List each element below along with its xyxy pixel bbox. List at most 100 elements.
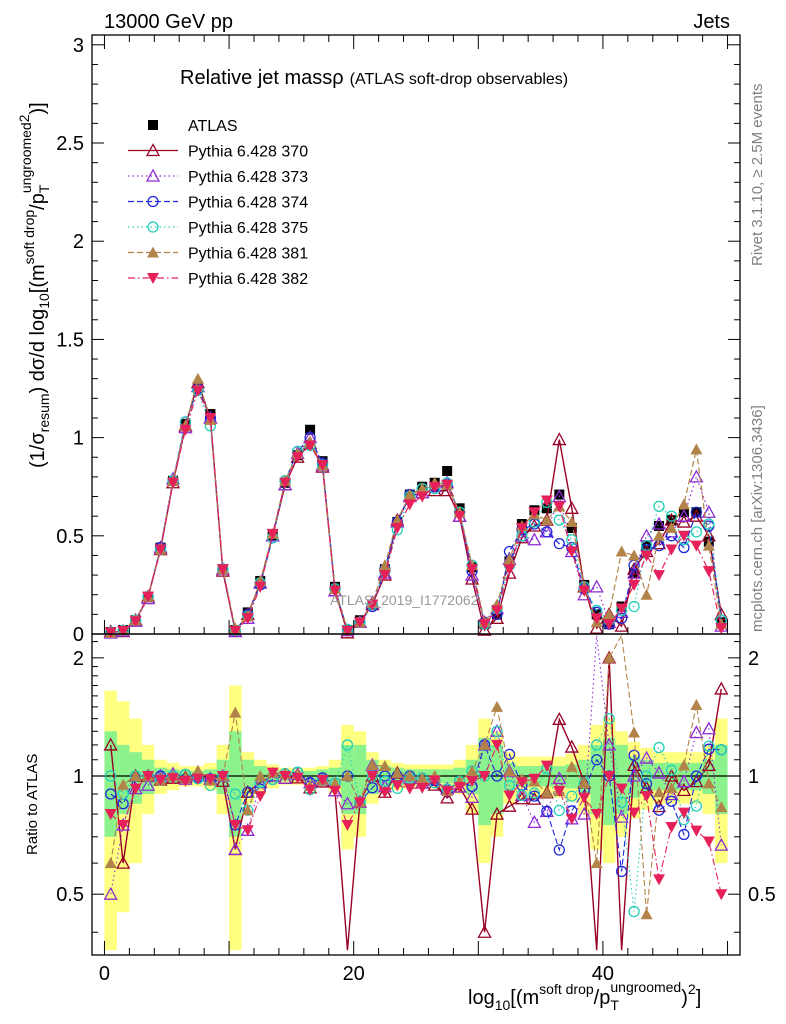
- ratio-tick-label-right: 2: [748, 648, 759, 670]
- ratio-point: [628, 726, 641, 738]
- x-axis-label: log10[(msoft drop/pTungroomed)2]: [468, 979, 701, 1013]
- ratio-point: [103, 737, 118, 751]
- data-point: [553, 514, 565, 526]
- ratio-point: [701, 721, 716, 735]
- ratio-point: [503, 765, 516, 777]
- ratio-point: [690, 770, 703, 782]
- ratio-point: [553, 804, 565, 817]
- data-point: [565, 516, 578, 528]
- data-point: [204, 412, 217, 424]
- main-panel: 0 0.5 1 1.5 2 2.5 3 ATLAS_2019_I1772062 Relati…: [56, 34, 741, 646]
- data-point: [154, 544, 167, 556]
- data-point: [416, 491, 429, 503]
- ratio-point: [129, 770, 142, 782]
- data-point: [464, 571, 480, 585]
- ratio-point: [191, 773, 204, 785]
- data-point: [442, 465, 453, 476]
- ratio-point: [689, 725, 704, 739]
- data-point: [628, 549, 641, 561]
- y-tick-label: 0: [73, 624, 84, 646]
- series-line: [110, 388, 722, 634]
- data-point: [515, 522, 528, 534]
- legend-marker: [147, 273, 159, 284]
- data-point: [702, 539, 715, 551]
- ratio-point: [453, 782, 466, 794]
- ratio-point: [341, 820, 354, 832]
- ratio-point: [366, 759, 379, 771]
- ratio-line: [110, 716, 722, 912]
- ratio-panel: 0.5 0.51 12 2 0 20 40 Ratio to ATLAS: [24, 35, 776, 985]
- data-point: [628, 600, 640, 613]
- data-point: [626, 565, 642, 579]
- y-tick-label: 2: [73, 231, 84, 253]
- ratio-point: [416, 782, 429, 794]
- ratio-point: [229, 788, 241, 800]
- ratio-point: [179, 775, 192, 787]
- data-point: [589, 620, 604, 634]
- ratio-point: [640, 770, 653, 782]
- ratio-point: [715, 744, 727, 756]
- data-point: [578, 585, 591, 597]
- ratio-point: [590, 809, 603, 821]
- ratio-point: [103, 886, 118, 900]
- ratio-point: [266, 767, 279, 779]
- ratio-line: [110, 635, 722, 895]
- x-tick-label: 20: [343, 963, 365, 985]
- ratio-point: [690, 825, 703, 837]
- ratio-point: [690, 699, 703, 711]
- legend-entry: Pythia 6.428 381: [128, 246, 308, 263]
- data-point: [503, 553, 516, 565]
- band-inner: [229, 731, 242, 837]
- ratio-point: [528, 790, 541, 802]
- data-point: [715, 623, 728, 635]
- ratio-point: [466, 776, 479, 788]
- data-point: [590, 613, 603, 625]
- legend-label: Pythia 6.428 373: [188, 169, 308, 186]
- ratio-point: [527, 791, 542, 805]
- ratio-point: [515, 777, 528, 789]
- ratio-point: [229, 820, 242, 832]
- ratio-point: [478, 771, 491, 783]
- data-point: [428, 481, 441, 493]
- data-point: [653, 529, 665, 541]
- ratio-y-ticks: 0.5 0.5 1 1 2 2: [56, 641, 776, 933]
- ratio-tick-label-right: 0.5: [748, 884, 776, 906]
- ratio-point: [242, 786, 254, 798]
- data-point: [676, 508, 692, 522]
- y-tick-label: 1: [73, 428, 84, 450]
- ratio-point: [715, 889, 728, 901]
- ratio-point: [553, 786, 566, 798]
- main-subtitle: (ATLAS soft-drop observables): [350, 71, 568, 88]
- legend-entry: Pythia 6.428 370: [128, 143, 308, 161]
- ratio-point: [104, 857, 117, 869]
- ratio-point: [516, 789, 528, 801]
- ratio-tick-label: 0.5: [56, 884, 84, 906]
- legend-marker: [145, 168, 161, 182]
- data-point: [142, 591, 155, 603]
- legend-label: Pythia 6.428 375: [188, 220, 308, 237]
- data-point: [541, 526, 553, 538]
- data-point: [665, 510, 678, 522]
- ratio-point: [714, 681, 729, 695]
- data-point: [603, 619, 616, 631]
- ratio-point: [615, 783, 628, 795]
- data-point: [453, 511, 466, 523]
- ratio-point: [316, 774, 329, 786]
- ratio-point: [690, 800, 703, 812]
- y-tick-label: 3: [73, 35, 84, 57]
- ratio-point: [502, 798, 517, 812]
- ratio-point: [229, 706, 242, 718]
- data-point: [502, 565, 517, 579]
- data-point: [566, 522, 577, 533]
- ratio-point: [640, 778, 653, 790]
- ratio-point: [440, 790, 455, 804]
- ratio-point: [491, 725, 503, 737]
- ratio-point: [403, 783, 416, 795]
- y-tick-label: 1.5: [56, 329, 84, 351]
- ratio-point: [254, 791, 267, 803]
- ratio-point: [703, 740, 715, 752]
- ratio-point: [491, 770, 503, 782]
- legend-marker: [147, 246, 159, 258]
- ratio-point: [689, 774, 704, 788]
- data-point: [366, 599, 379, 611]
